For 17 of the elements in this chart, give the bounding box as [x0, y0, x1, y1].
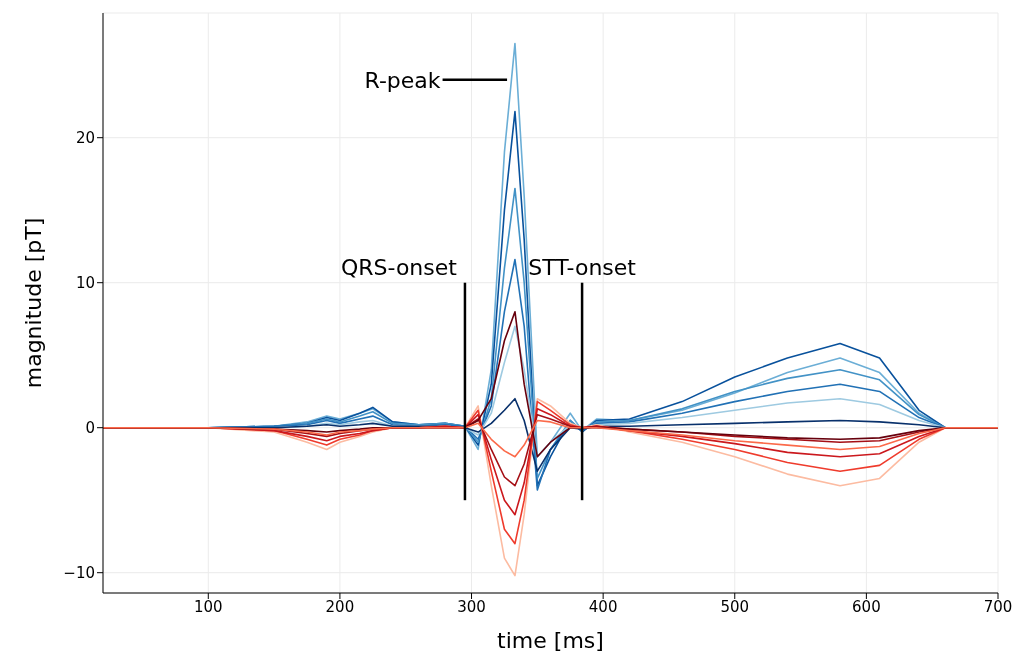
x-tick-label: 500 [720, 597, 750, 616]
x-tick-label: 600 [852, 597, 881, 616]
x-tick-label: 200 [325, 597, 355, 616]
annotation: STT-onset [528, 254, 637, 280]
annotation: QRS-onset [341, 254, 458, 280]
y-tick-label: 0 [85, 419, 95, 438]
x-tick-label: 300 [457, 597, 486, 616]
line-series [103, 419, 998, 458]
x-tick-label: 700 [983, 597, 1013, 616]
y-tick-label: 20 [75, 129, 95, 148]
annotation: R-peak [364, 67, 441, 93]
x-axis-title: time [ms] [497, 628, 604, 653]
y-tick-label: 10 [75, 274, 95, 293]
x-tick-label: 100 [193, 597, 223, 616]
y-axis-title: magnitude [pT] [20, 217, 46, 389]
y-tick-label: −10 [63, 564, 95, 583]
x-tick-label: 400 [588, 597, 618, 616]
